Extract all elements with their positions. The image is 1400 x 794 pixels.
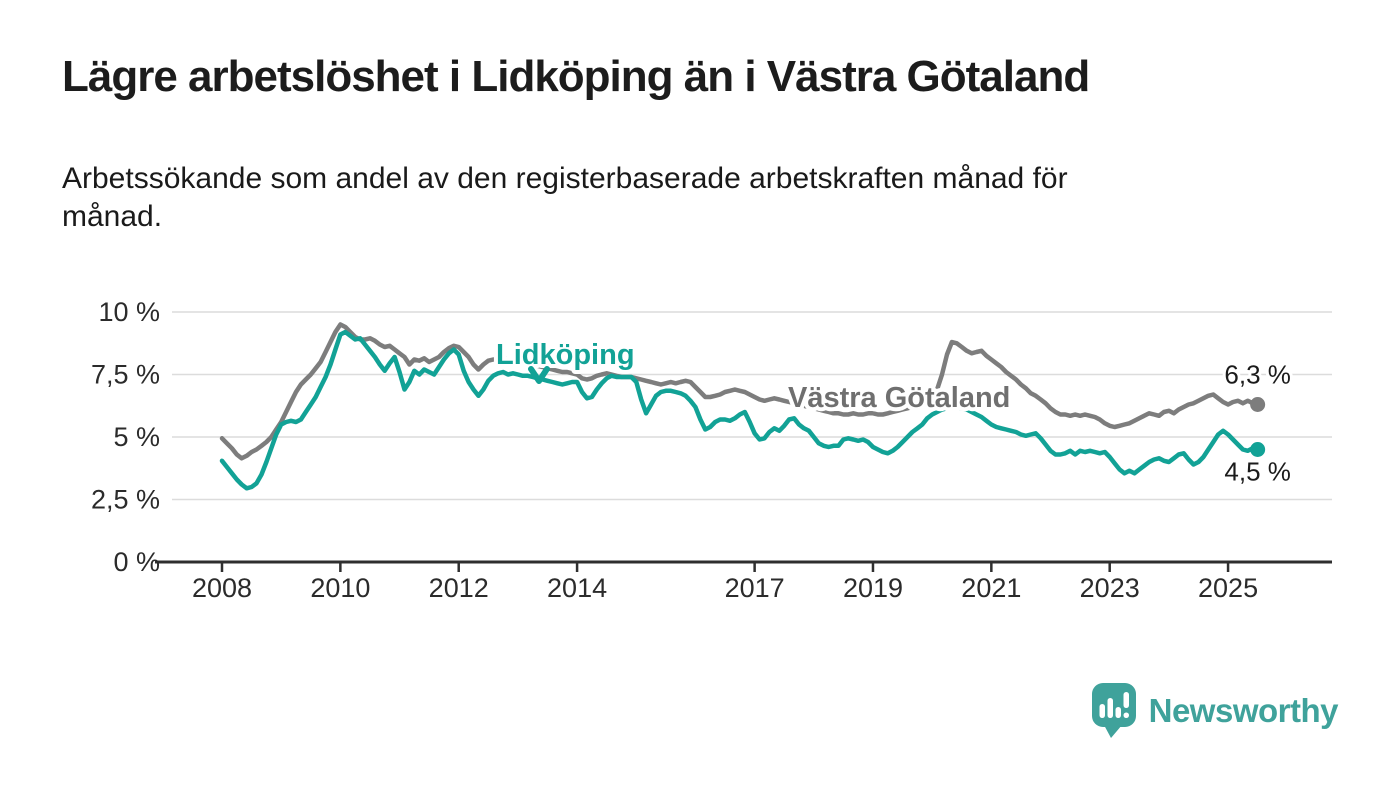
end-value-label-vastra-gotaland: 6,3 % [1224, 360, 1291, 390]
gridlines [172, 311, 1332, 501]
unemployment-line-chart: 0 % 2,5 % 5 % 7,5 % 10 % 2008 2010 2012 … [91, 297, 1332, 603]
x-tick-label: 2023 [1080, 573, 1140, 603]
series-line-lidkoping [219, 329, 1260, 491]
newsworthy-wordmark: Newsworthy [1148, 691, 1339, 729]
bar-chart-speech-bubble-icon [1091, 683, 1136, 738]
end-value-label-lidkoping: 4,5 % [1224, 457, 1291, 487]
axis-tick-marks [220, 562, 1230, 572]
y-tick-label: 10 % [98, 297, 160, 327]
arrow-down-icon [528, 366, 550, 384]
y-tick-label: 2,5 % [91, 485, 160, 515]
x-tick-label: 2008 [192, 573, 252, 603]
series-line-vastra-gotaland [219, 322, 1260, 461]
end-dot-vastra-gotaland [1250, 397, 1266, 412]
x-tick-label: 2019 [843, 573, 903, 603]
series-label-vastra-gotaland: Västra Götaland [788, 382, 1010, 414]
newsworthy-logo: Newsworthy [1091, 682, 1339, 739]
x-axis-labels: 2008 2010 2012 2014 2017 2019 2021 2023 … [192, 573, 1258, 603]
x-tick-label: 2014 [547, 573, 607, 603]
end-dot-lidkoping [1250, 442, 1266, 457]
page-subtitle: Arbetssökande som andel av den registerb… [62, 162, 1068, 233]
y-tick-label: 5 % [113, 422, 160, 452]
series-label-lidkoping: Lidköping [496, 339, 635, 371]
y-tick-label: 7,5 % [91, 360, 160, 390]
x-tick-label: 2025 [1198, 573, 1258, 603]
y-tick-label: 0 % [113, 547, 160, 577]
page-title: Lägre arbetslöshet i Lidköping än i Väst… [62, 52, 1090, 101]
x-tick-label: 2010 [310, 573, 370, 603]
x-tick-label: 2017 [725, 573, 785, 603]
x-tick-label: 2021 [961, 573, 1021, 603]
y-axis-labels: 0 % 2,5 % 5 % 7,5 % 10 % [91, 297, 160, 577]
x-tick-label: 2012 [429, 573, 489, 603]
